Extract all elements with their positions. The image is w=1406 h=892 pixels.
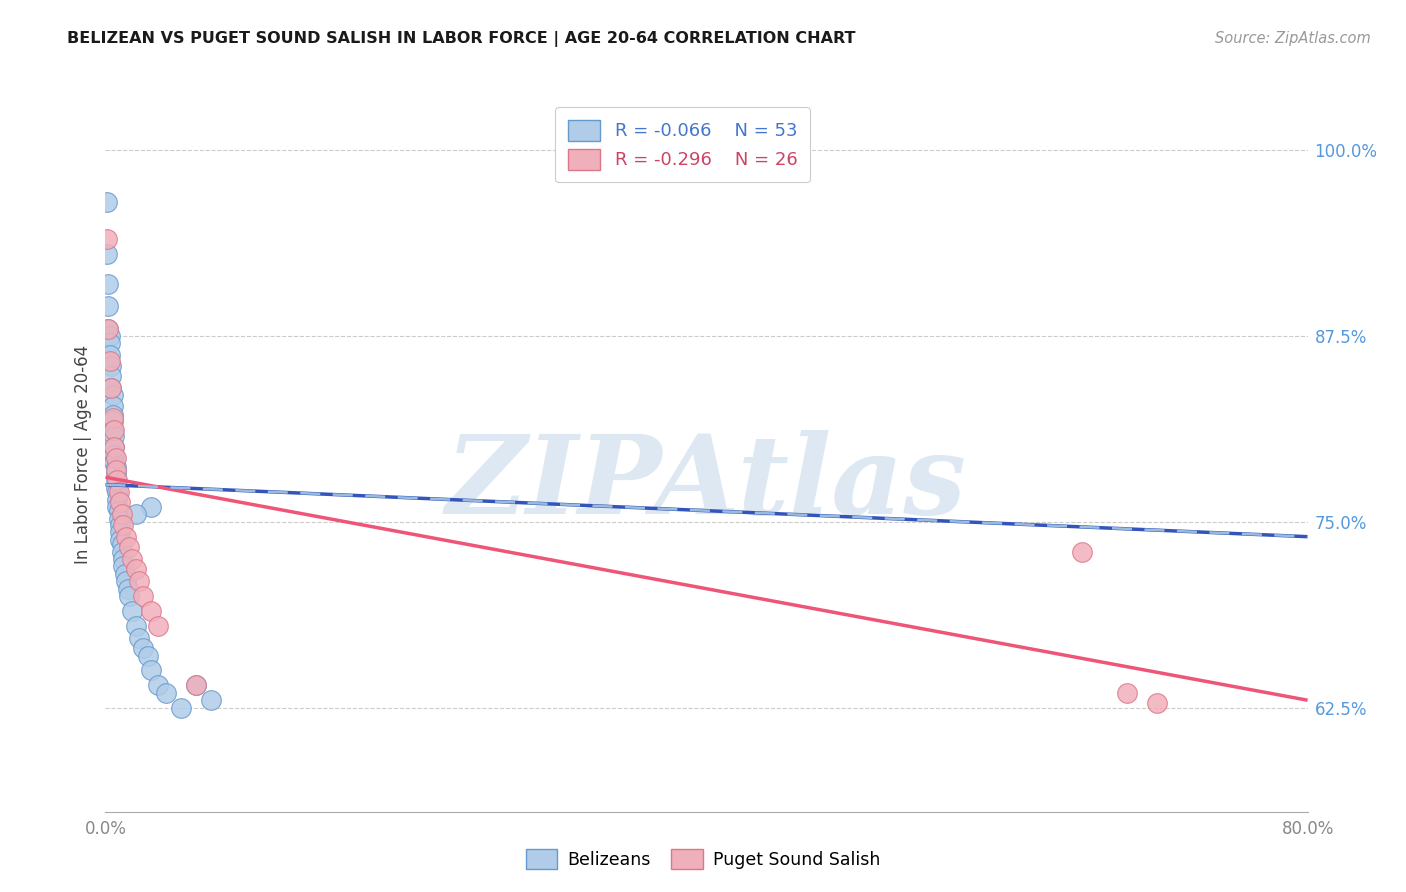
Point — [121, 552, 143, 566]
Point — [132, 641, 155, 656]
Point — [111, 544, 134, 558]
Point — [112, 552, 135, 566]
Point — [103, 428, 125, 442]
Point — [121, 604, 143, 618]
Point — [101, 388, 124, 402]
Legend: Belizeans, Puget Sound Salish: Belizeans, Puget Sound Salish — [519, 842, 887, 876]
Point — [169, 700, 191, 714]
Point — [100, 359, 122, 373]
Point — [110, 517, 132, 532]
Point — [98, 329, 121, 343]
Point — [104, 466, 127, 480]
Point — [97, 277, 120, 291]
Point — [146, 678, 169, 692]
Point — [103, 455, 125, 469]
Point — [128, 574, 150, 589]
Point — [104, 463, 127, 477]
Point — [118, 589, 141, 603]
Point — [98, 348, 121, 362]
Text: BELIZEAN VS PUGET SOUND SALISH IN LABOR FORCE | AGE 20-64 CORRELATION CHART: BELIZEAN VS PUGET SOUND SALISH IN LABOR … — [67, 31, 856, 47]
Point — [98, 354, 121, 368]
Point — [111, 537, 134, 551]
Point — [103, 441, 125, 455]
Point — [107, 473, 129, 487]
Point — [101, 408, 124, 422]
Point — [114, 566, 136, 581]
Point — [128, 631, 150, 645]
Point — [97, 321, 120, 335]
Point — [98, 336, 121, 351]
Point — [184, 678, 207, 692]
Point — [139, 664, 162, 678]
Point — [104, 473, 127, 487]
Point — [146, 619, 169, 633]
Point — [103, 423, 125, 437]
Point — [103, 448, 125, 462]
Point — [101, 410, 124, 425]
Point — [96, 247, 118, 261]
Point — [110, 495, 132, 509]
Point — [1071, 544, 1094, 558]
Y-axis label: In Labor Force | Age 20-64: In Labor Force | Age 20-64 — [73, 345, 91, 565]
Point — [104, 459, 127, 474]
Text: Source: ZipAtlas.com: Source: ZipAtlas.com — [1215, 31, 1371, 46]
Point — [139, 500, 162, 514]
Point — [104, 450, 127, 465]
Point — [111, 508, 134, 522]
Point — [118, 540, 141, 554]
Point — [112, 559, 135, 574]
Point — [97, 321, 120, 335]
Point — [115, 574, 138, 589]
Point — [1116, 686, 1139, 700]
Point — [124, 508, 146, 522]
Point — [110, 525, 132, 540]
Point — [115, 530, 138, 544]
Point — [104, 481, 127, 495]
Legend: R = -0.066    N = 53, R = -0.296    N = 26: R = -0.066 N = 53, R = -0.296 N = 26 — [555, 107, 810, 182]
Point — [155, 686, 177, 700]
Point — [100, 381, 122, 395]
Point — [139, 604, 162, 618]
Point — [96, 232, 118, 246]
Point — [136, 648, 159, 663]
Point — [184, 678, 207, 692]
Point — [101, 423, 124, 437]
Point — [101, 414, 124, 428]
Point — [108, 504, 131, 518]
Point — [117, 582, 139, 596]
Point — [108, 485, 131, 500]
Text: ZIPAtlas: ZIPAtlas — [446, 430, 967, 537]
Point — [103, 441, 125, 455]
Point — [124, 562, 146, 576]
Point — [100, 369, 122, 384]
Point — [97, 299, 120, 313]
Point — [100, 381, 122, 395]
Point — [107, 492, 129, 507]
Point — [1146, 696, 1168, 710]
Point — [200, 693, 222, 707]
Point — [108, 512, 131, 526]
Point — [101, 399, 124, 413]
Point — [107, 500, 129, 514]
Point — [132, 589, 155, 603]
Point — [107, 485, 129, 500]
Point — [112, 517, 135, 532]
Point — [124, 619, 146, 633]
Point — [110, 533, 132, 547]
Point — [96, 195, 118, 210]
